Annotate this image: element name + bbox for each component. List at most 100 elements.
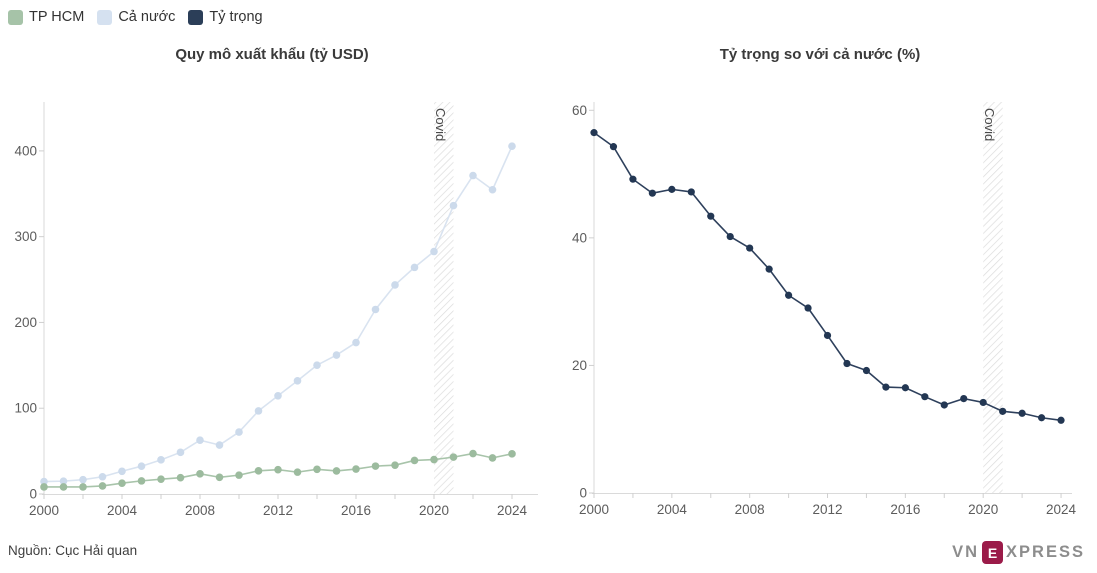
- left-chart-title: Quy mô xuất khẩu (tỷ USD): [175, 46, 369, 63]
- data-point: [1018, 409, 1026, 417]
- y-tick-label: 40: [572, 230, 587, 245]
- data-point: [921, 393, 929, 401]
- data-point: [196, 470, 204, 478]
- vnexpress-logo-prefix: VN: [952, 543, 980, 561]
- covid-band: [434, 102, 454, 494]
- data-point: [960, 394, 968, 403]
- data-point: [1057, 416, 1065, 424]
- legend-item-canuoc: Cả nước: [97, 9, 175, 25]
- covid-band: [983, 102, 1003, 493]
- data-point: [804, 304, 812, 312]
- data-point: [488, 185, 497, 194]
- data-point: [391, 281, 399, 289]
- data-point: [79, 475, 87, 484]
- legend: TP HCM Cả nước Tỷ trọng: [8, 9, 263, 25]
- data-point: [313, 361, 321, 369]
- covid-band-label: Covid: [982, 108, 997, 141]
- data-point: [40, 477, 48, 486]
- x-tick-label: 2024: [497, 503, 528, 518]
- data-point: [449, 201, 458, 210]
- data-point: [707, 212, 715, 220]
- data-point: [746, 244, 754, 252]
- data-point: [609, 143, 618, 151]
- data-point: [40, 483, 48, 491]
- data-point: [98, 472, 107, 481]
- y-tick-label: 20: [572, 358, 587, 373]
- data-point: [391, 461, 399, 469]
- data-point: [235, 428, 243, 436]
- x-tick-label: 2000: [579, 502, 609, 517]
- data-point: [979, 398, 987, 407]
- data-point: [726, 232, 734, 241]
- data-point: [823, 331, 832, 340]
- data-point: [196, 436, 204, 445]
- data-point: [488, 454, 497, 462]
- data-point: [648, 189, 656, 197]
- source-credit: Nguồn: Cục Hải quan: [8, 543, 138, 558]
- data-point: [1037, 414, 1046, 422]
- x-tick-label: 2020: [419, 503, 449, 518]
- data-point: [293, 468, 302, 476]
- data-point: [118, 479, 126, 487]
- data-point: [449, 453, 458, 461]
- data-point: [254, 407, 263, 415]
- y-tick-label: 0: [579, 486, 587, 501]
- data-point: [590, 129, 598, 137]
- data-point: [332, 351, 341, 359]
- y-tick-label: 60: [572, 103, 587, 118]
- data-point: [687, 188, 695, 196]
- y-tick-label: 400: [14, 143, 37, 158]
- data-point: [274, 465, 282, 474]
- data-point: [508, 450, 516, 458]
- covid-band-label: Covid: [433, 108, 448, 141]
- data-point: [371, 305, 380, 314]
- x-tick-label: 2012: [263, 503, 293, 518]
- data-point: [176, 473, 185, 482]
- tphcm-swatch-icon: [8, 9, 23, 25]
- x-tick-label: 2016: [341, 503, 371, 518]
- data-point: [137, 477, 146, 485]
- data-point: [469, 449, 477, 458]
- data-point: [668, 185, 676, 193]
- y-tick-label: 300: [14, 229, 37, 244]
- x-tick-label: 2012: [812, 502, 842, 517]
- right-chart-title: Tỷ trọng so với cả nước (%): [719, 46, 921, 63]
- x-tick-label: 2016: [890, 502, 920, 517]
- vnexpress-logo-e-icon: E: [982, 541, 1004, 564]
- legend-label-tphcm: TP HCM: [29, 9, 85, 25]
- data-point: [371, 462, 380, 470]
- data-point: [508, 142, 516, 150]
- x-tick-label: 2004: [107, 503, 138, 518]
- data-point: [999, 407, 1007, 415]
- chart-0: Covid 2000 2004 2008 2012 2016 2020 2024 0 100 200…: [14, 102, 538, 518]
- data-point: [254, 467, 263, 475]
- legend-label-canuoc: Cả nước: [118, 9, 176, 25]
- data-point: [137, 462, 146, 471]
- data-point: [352, 338, 360, 347]
- data-point: [410, 263, 419, 272]
- canuoc-swatch-icon: [97, 9, 113, 25]
- data-point: [98, 482, 107, 490]
- data-point: [157, 475, 165, 483]
- legend-item-tytrong: Tỷ trọng: [188, 9, 263, 25]
- data-point: [79, 483, 87, 491]
- x-tick-label: 2000: [29, 503, 59, 518]
- data-point: [176, 448, 185, 457]
- data-point: [843, 359, 851, 368]
- x-tick-label: 2004: [657, 502, 688, 517]
- tytrong-swatch-icon: [188, 9, 204, 25]
- data-point: [430, 455, 438, 464]
- y-tick-label: 100: [14, 401, 37, 416]
- data-point: [352, 465, 360, 473]
- legend-item-tphcm: TP HCM: [8, 9, 84, 25]
- data-point: [765, 265, 773, 273]
- data-point: [901, 384, 909, 392]
- x-tick-label: 2020: [968, 502, 998, 517]
- chart-1: Covid 2000 2004 2008 2012 2016 2020 2024 0 20 40 60: [572, 102, 1077, 517]
- vnexpress-logo-suffix: XPRESS: [1006, 543, 1085, 561]
- x-tick-label: 2024: [1046, 502, 1077, 517]
- data-point: [882, 383, 890, 391]
- x-tick-label: 2008: [735, 502, 765, 517]
- data-point: [157, 456, 165, 464]
